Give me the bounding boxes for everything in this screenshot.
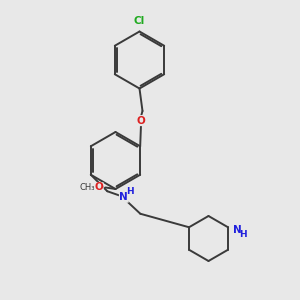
Text: H: H bbox=[239, 230, 247, 239]
Text: O: O bbox=[136, 116, 146, 126]
Text: CH₃: CH₃ bbox=[80, 183, 95, 192]
Text: H: H bbox=[127, 187, 134, 196]
Text: N: N bbox=[119, 192, 128, 202]
Text: N: N bbox=[233, 225, 242, 235]
Text: Cl: Cl bbox=[134, 16, 145, 26]
Text: O: O bbox=[95, 182, 103, 193]
